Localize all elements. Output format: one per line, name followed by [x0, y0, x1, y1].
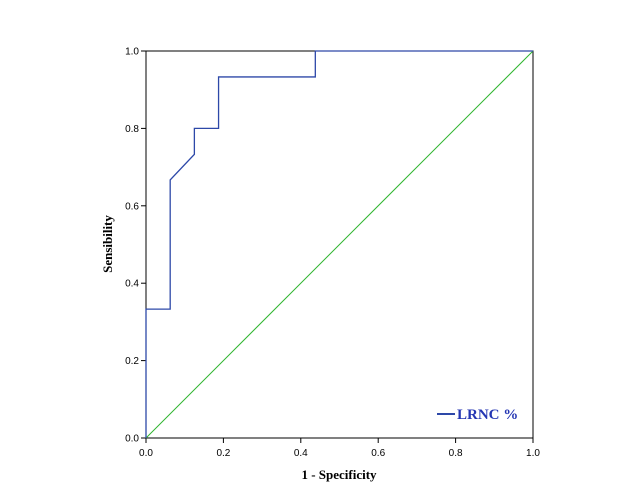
legend: LRNC % [437, 407, 518, 423]
x-tick-label: 0.4 [294, 448, 308, 459]
reference-diagonal-line [145, 50, 534, 439]
x-tick-label: 0.8 [449, 448, 463, 459]
y-axis: 0.0 0.2 0.4 0.6 0.8 1.0 [125, 47, 146, 445]
x-tick-label: 0.6 [371, 448, 385, 459]
y-tick-label: 0.6 [125, 201, 139, 212]
x-axis: 0.0 0.2 0.4 0.6 0.8 1.0 [139, 438, 540, 459]
chart-lines [145, 50, 534, 439]
y-tick-label: 0.0 [125, 434, 139, 445]
y-tick-label: 1.0 [125, 47, 139, 58]
y-tick-label: 0.2 [125, 356, 139, 367]
legend-label-lrnc: LRNC % [457, 407, 518, 423]
x-axis-title: 1 - Specificity [301, 467, 377, 482]
y-tick-label: 0.4 [125, 279, 139, 290]
y-axis-title: Sensibility [100, 215, 115, 273]
x-tick-label: 1.0 [526, 448, 540, 459]
x-tick-label: 0.0 [139, 448, 153, 459]
x-tick-label: 0.2 [216, 448, 230, 459]
y-tick-label: 0.8 [125, 124, 139, 135]
roc-curve-line [145, 50, 533, 438]
